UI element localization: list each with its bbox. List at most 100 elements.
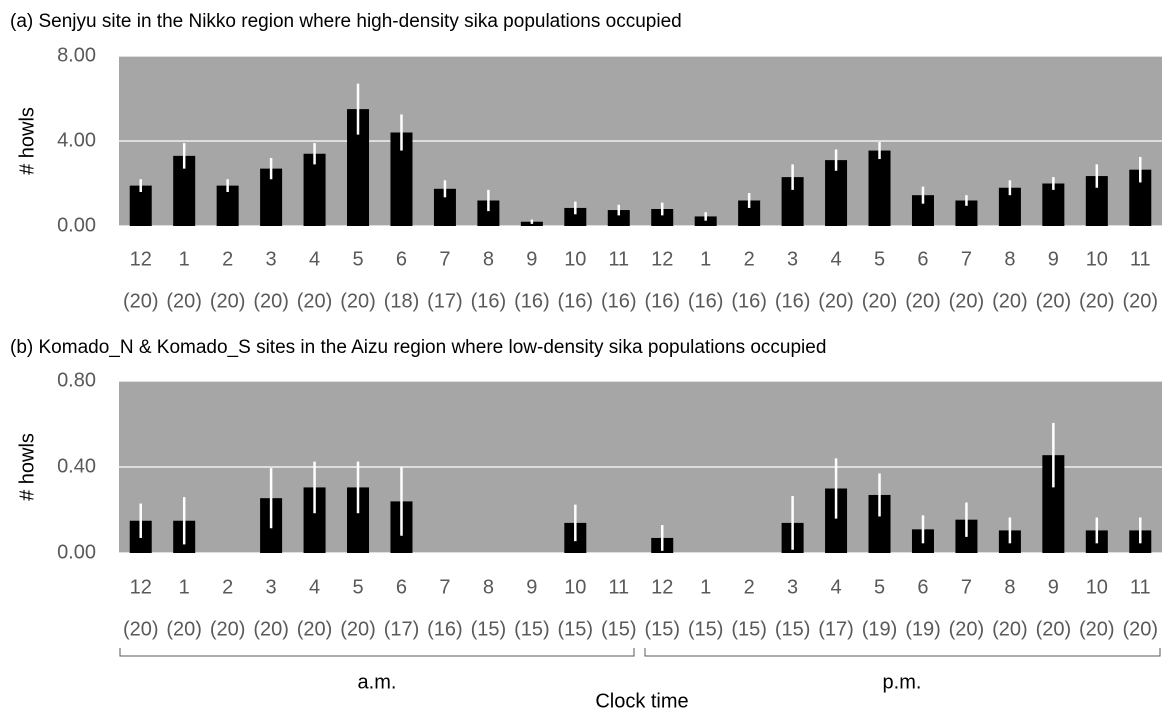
- x-tick-label: 8: [1004, 576, 1015, 598]
- bar: [433, 188, 456, 226]
- sample-size-label: (16): [471, 290, 507, 312]
- sample-size-label: (20): [1122, 618, 1158, 640]
- sample-size-label: (20): [166, 618, 202, 640]
- x-tick-label: 1: [179, 248, 190, 270]
- bar: [260, 168, 283, 226]
- bar: [738, 200, 761, 226]
- sample-size-label: (16): [427, 618, 463, 640]
- sample-size-label: (20): [818, 290, 854, 312]
- x-tick-label: 9: [1048, 248, 1059, 270]
- y-axis-label: # howls: [16, 107, 38, 175]
- sample-size-label: (15): [558, 618, 594, 640]
- x-tick-label: 5: [874, 576, 885, 598]
- chart-title: (b) Komado_N & Komado_S sites in the Aiz…: [10, 337, 826, 358]
- sample-size-label: (19): [862, 618, 898, 640]
- x-tick-label: 6: [917, 248, 928, 270]
- sample-size-label: (16): [688, 290, 724, 312]
- sample-size-label: (16): [731, 290, 767, 312]
- x-tick-label: 7: [439, 248, 450, 270]
- x-tick-label: 2: [222, 248, 233, 270]
- x-tick-label: 3: [266, 248, 277, 270]
- x-tick-label: 8: [483, 248, 494, 270]
- sample-size-label: (16): [601, 290, 637, 312]
- sample-size-label: (16): [644, 290, 680, 312]
- x-tick-label: 6: [917, 576, 928, 598]
- y-tick-label: 0.00: [57, 214, 96, 236]
- x-tick-label: 10: [1086, 248, 1108, 270]
- sample-size-label: (16): [558, 290, 594, 312]
- sample-size-label: (20): [862, 290, 898, 312]
- bar: [998, 187, 1021, 226]
- x-tick-label: 12: [130, 248, 152, 270]
- sample-size-label: (20): [253, 618, 289, 640]
- sample-size-label: (20): [253, 290, 289, 312]
- sample-size-label: (20): [340, 290, 376, 312]
- x-tick-label: 3: [266, 576, 277, 598]
- x-tick-label: 2: [222, 576, 233, 598]
- y-tick-label: 0.00: [57, 541, 96, 563]
- sample-size-label: (20): [123, 290, 159, 312]
- sample-size-label: (20): [949, 618, 985, 640]
- bar: [390, 132, 413, 226]
- bar: [781, 177, 804, 226]
- bar: [911, 195, 934, 226]
- x-axis-label: Clock time: [595, 690, 688, 712]
- sample-size-label: (20): [297, 290, 333, 312]
- sample-size-label: (20): [1079, 290, 1115, 312]
- x-tick-label: 8: [483, 576, 494, 598]
- bar: [868, 494, 891, 553]
- period-label: p.m.: [883, 671, 922, 693]
- x-tick-label: 6: [396, 576, 407, 598]
- sample-size-label: (16): [514, 290, 550, 312]
- x-tick-label: 7: [439, 576, 450, 598]
- bar: [347, 487, 370, 553]
- x-tick-label: 1: [179, 576, 190, 598]
- y-tick-label: 0.80: [57, 369, 96, 391]
- bar: [868, 150, 891, 226]
- y-axis-label: # howls: [16, 433, 38, 501]
- sample-size-label: (16): [775, 290, 811, 312]
- x-tick-label: 12: [651, 248, 673, 270]
- bar: [129, 185, 152, 226]
- bar: [694, 216, 717, 226]
- bar: [955, 200, 978, 226]
- sample-size-label: (20): [123, 618, 159, 640]
- bar: [651, 209, 674, 226]
- period-label: a.m.: [358, 671, 397, 693]
- x-tick-label: 11: [608, 576, 629, 598]
- y-tick-label: 4.00: [57, 129, 96, 151]
- sample-size-label: (20): [949, 290, 985, 312]
- x-tick-label: 8: [1004, 248, 1015, 270]
- sample-size-label: (15): [601, 618, 637, 640]
- x-tick-label: 6: [396, 248, 407, 270]
- bar: [1042, 455, 1065, 553]
- sample-size-label: (20): [210, 290, 246, 312]
- x-tick-label: 5: [352, 576, 363, 598]
- x-tick-label: 2: [744, 576, 755, 598]
- bar: [216, 185, 239, 226]
- y-tick-label: 0.40: [57, 455, 96, 477]
- bar: [1129, 169, 1152, 226]
- sample-size-label: (20): [1036, 290, 1072, 312]
- sample-size-label: (20): [905, 290, 941, 312]
- bar: [607, 210, 630, 226]
- bar: [303, 487, 326, 553]
- sample-size-label: (18): [384, 290, 420, 312]
- bar: [825, 160, 848, 226]
- sample-size-label: (17): [818, 618, 854, 640]
- x-tick-label: 11: [1130, 248, 1151, 270]
- sample-size-label: (19): [905, 618, 941, 640]
- x-tick-label: 5: [352, 248, 363, 270]
- x-tick-label: 9: [526, 576, 537, 598]
- x-tick-label: 11: [608, 248, 629, 270]
- x-tick-label: 9: [526, 248, 537, 270]
- bar: [303, 153, 326, 226]
- sample-size-label: (17): [427, 290, 463, 312]
- sample-size-label: (20): [1036, 618, 1072, 640]
- bracket: [119, 648, 1161, 657]
- sample-size-label: (20): [340, 618, 376, 640]
- x-tick-label: 1: [700, 576, 711, 598]
- sample-size-label: (15): [688, 618, 724, 640]
- x-tick-label: 5: [874, 248, 885, 270]
- sample-size-label: (15): [514, 618, 550, 640]
